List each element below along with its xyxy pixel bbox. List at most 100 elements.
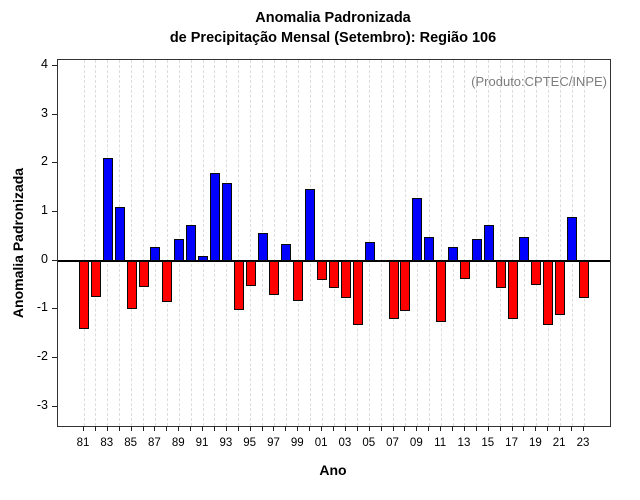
chart-title: Anomalia Padronizada de Precipitação Men… <box>57 8 609 48</box>
x-tick <box>261 426 263 431</box>
x-tick-label: 91 <box>195 437 209 449</box>
bar-83 <box>102 158 113 261</box>
gridline <box>381 60 383 426</box>
x-tick-label: 87 <box>148 437 161 449</box>
x-tick <box>344 426 346 431</box>
gridline <box>333 60 335 426</box>
x-tick <box>463 426 465 431</box>
x-tick-label: 09 <box>409 437 423 449</box>
gridline <box>535 60 537 426</box>
bar-02 <box>329 260 339 289</box>
x-tick <box>321 426 323 431</box>
bar-92 <box>209 172 220 261</box>
x-tick <box>106 426 108 431</box>
x-tick <box>285 426 287 431</box>
x-tick <box>213 426 215 431</box>
plot-area: (Produto:CPTEC/INPE) <box>57 59 611 427</box>
y-tick-label: 3 <box>41 105 48 120</box>
x-tick-label: 11 <box>434 437 447 449</box>
bar-96 <box>257 233 268 261</box>
gridline <box>166 60 168 426</box>
bar-99 <box>293 260 304 302</box>
gridline <box>440 60 442 426</box>
x-tick <box>237 426 239 431</box>
gridline <box>559 60 561 426</box>
x-tick-label: 95 <box>243 437 257 449</box>
x-tick-label: 21 <box>552 437 566 449</box>
bar-97 <box>269 260 280 295</box>
x-tick-label: 13 <box>457 437 471 449</box>
x-tick <box>416 426 418 431</box>
x-tick <box>130 426 132 431</box>
x-tick <box>523 426 525 431</box>
gridline <box>547 60 549 426</box>
gridline <box>464 60 466 426</box>
x-tick-label: 05 <box>362 437 376 449</box>
x-tick <box>535 426 537 431</box>
bar-86 <box>138 260 149 288</box>
x-tick <box>428 426 430 431</box>
bar-81 <box>79 260 89 329</box>
bar-85 <box>126 260 137 310</box>
gridline <box>345 60 347 426</box>
gridline <box>452 60 454 426</box>
x-tick <box>154 426 156 431</box>
x-tick-label: 07 <box>386 437 399 449</box>
gridline <box>357 60 359 426</box>
y-tick <box>52 405 57 407</box>
y-tick <box>52 113 57 115</box>
bar-22 <box>567 216 578 261</box>
bar-13 <box>459 260 470 279</box>
bar-95 <box>245 260 256 287</box>
y-tick <box>52 210 57 212</box>
x-tick <box>380 426 382 431</box>
x-tick-label: 85 <box>124 437 137 449</box>
x-tick <box>83 426 84 431</box>
x-tick <box>118 426 120 431</box>
gridline <box>95 60 97 426</box>
bar-23 <box>579 260 589 299</box>
bar-00 <box>305 189 316 261</box>
chart-title-line1: Anomalia Padronizada <box>255 10 411 26</box>
x-tick <box>547 426 549 431</box>
bar-89 <box>174 239 185 261</box>
x-tick-label: 81 <box>76 437 90 449</box>
y-tick <box>52 162 57 164</box>
gridline <box>321 60 323 426</box>
y-tick-label: -1 <box>36 300 48 315</box>
bar-90 <box>186 225 197 261</box>
x-tick <box>404 426 406 431</box>
bar-98 <box>281 244 292 261</box>
x-tick <box>202 426 204 431</box>
x-tick <box>166 426 168 431</box>
y-tick-label: 4 <box>41 56 48 71</box>
gridline <box>404 60 406 426</box>
bar-08 <box>400 260 411 312</box>
bar-19 <box>531 260 542 286</box>
gridline <box>154 60 156 426</box>
x-tick-label: 19 <box>528 437 542 449</box>
bar-18 <box>519 236 530 261</box>
bar-82 <box>90 260 101 298</box>
y-tick-label: -2 <box>36 348 48 363</box>
x-tick-label: 23 <box>576 437 590 449</box>
y-tick <box>52 259 57 261</box>
gridline <box>143 60 145 426</box>
x-tick <box>392 426 394 431</box>
bar-03 <box>340 260 351 298</box>
x-tick <box>559 426 561 431</box>
x-tick <box>190 426 192 431</box>
x-tick-label: 03 <box>338 437 352 449</box>
x-tick <box>356 426 358 431</box>
x-tick-label: 83 <box>100 437 114 449</box>
x-tick <box>583 426 584 431</box>
x-tick <box>225 426 227 431</box>
gridline <box>131 60 133 426</box>
bar-14 <box>471 239 482 261</box>
gridline <box>285 60 287 426</box>
x-tick-label: 01 <box>314 437 328 449</box>
y-tick <box>52 308 57 310</box>
gridline <box>238 60 240 426</box>
x-tick <box>368 426 370 431</box>
